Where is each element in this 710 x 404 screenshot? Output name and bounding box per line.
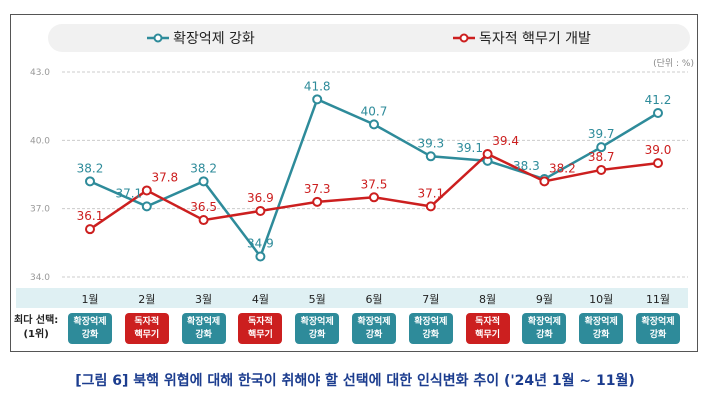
data-label: 37.5 bbox=[361, 177, 388, 191]
y-tick-label: 40.0 bbox=[30, 136, 50, 146]
x-tick-label: 8월 bbox=[479, 293, 496, 306]
data-label: 34.9 bbox=[247, 237, 274, 251]
data-label: 40.7 bbox=[361, 104, 388, 118]
data-point bbox=[425, 151, 436, 162]
data-point bbox=[369, 192, 379, 203]
figure-caption: [그림 6] 북핵 위협에 대해 한국이 취해야 할 선택에 대한 인식변화 추… bbox=[75, 373, 635, 389]
data-label: 38.2 bbox=[77, 161, 104, 175]
legend: 확장억제 강화 독자적 핵무기 개발 bbox=[48, 24, 690, 52]
data-point bbox=[482, 149, 493, 159]
x-tick-label: 3월 bbox=[195, 293, 212, 306]
top-choice-badge: 확장억제 강화 bbox=[295, 313, 340, 344]
legend-line-marker-icon bbox=[147, 33, 170, 43]
data-label: 38.3 bbox=[513, 159, 540, 173]
top-choice-label: 최다 선택: (1위) bbox=[14, 315, 59, 340]
data-point bbox=[369, 119, 379, 130]
top-choice-badge: 독자적 핵무기 bbox=[238, 313, 283, 344]
data-point bbox=[312, 196, 323, 207]
x-tick-label: 2월 bbox=[138, 293, 155, 306]
data-label: 39.0 bbox=[645, 143, 672, 157]
legend-label: 독자적 핵무기 개발 bbox=[478, 31, 591, 47]
data-label: 39.7 bbox=[588, 127, 615, 141]
data-label: 37.8 bbox=[151, 170, 178, 184]
data-label: 39.1 bbox=[456, 141, 483, 155]
legend-item-2: 독자적 핵무기 개발 bbox=[452, 28, 591, 48]
top-choice-badge: 확장억제 강화 bbox=[522, 313, 567, 344]
top-choice-badge: 확장억제 강화 bbox=[579, 313, 624, 344]
x-tick-label: 5월 bbox=[309, 293, 326, 306]
top-choice-badge: 확장억제 강화 bbox=[181, 313, 226, 344]
legend-line-marker-icon bbox=[452, 33, 475, 43]
legend-label: 확장억제 강화 bbox=[173, 31, 255, 47]
data-point bbox=[255, 251, 266, 262]
data-label: 38.7 bbox=[588, 150, 615, 164]
month-band bbox=[16, 288, 688, 308]
top-choice-badge: 독자적 핵무기 bbox=[124, 313, 169, 344]
x-tick-label: 9월 bbox=[536, 293, 553, 306]
data-label: 38.2 bbox=[190, 161, 217, 175]
unit-label: (단위 : %) bbox=[653, 59, 694, 69]
data-point bbox=[141, 201, 152, 212]
data-label: 41.2 bbox=[645, 93, 672, 107]
data-point bbox=[653, 158, 663, 169]
y-tick-label: 34.0 bbox=[30, 273, 50, 283]
x-tick-label: 7월 bbox=[422, 293, 439, 306]
data-point bbox=[198, 176, 209, 187]
data-point bbox=[198, 215, 209, 226]
top-choice-badge: 확장억제 강화 bbox=[636, 313, 680, 344]
data-label: 41.8 bbox=[304, 79, 331, 93]
x-tick-label: 11월 bbox=[646, 293, 670, 306]
legend-item-1: 확장억제 강화 bbox=[147, 28, 255, 48]
data-label: 38.2 bbox=[549, 161, 576, 175]
top-choice-badge: 확장억제 강화 bbox=[68, 313, 112, 344]
data-label: 39.4 bbox=[492, 134, 519, 148]
data-label: 37.1 bbox=[417, 186, 444, 200]
data-point bbox=[539, 176, 550, 187]
top-choice-badge: 확장억제 강화 bbox=[408, 313, 453, 344]
data-label: 36.9 bbox=[247, 191, 274, 205]
x-tick-label: 6월 bbox=[365, 293, 382, 306]
top-choice-badge: 독자적 핵무기 bbox=[465, 313, 510, 344]
data-point bbox=[255, 205, 266, 216]
data-point bbox=[85, 176, 95, 187]
data-label: 37.1 bbox=[115, 186, 142, 200]
data-point bbox=[425, 201, 436, 212]
x-tick-label: 10월 bbox=[589, 293, 613, 306]
x-tick-label: 4월 bbox=[252, 293, 269, 306]
data-label: 36.5 bbox=[190, 200, 217, 214]
top-choice-badge: 확장억제 강화 bbox=[352, 313, 396, 344]
data-label: 36.1 bbox=[77, 209, 104, 223]
y-tick-label: 43.0 bbox=[30, 68, 50, 78]
data-point bbox=[312, 94, 323, 105]
data-label: 37.3 bbox=[304, 182, 331, 196]
data-label: 39.3 bbox=[417, 136, 444, 150]
x-tick-label: 1월 bbox=[81, 293, 98, 306]
data-point bbox=[596, 142, 607, 153]
data-point bbox=[141, 185, 152, 196]
data-point bbox=[596, 164, 607, 175]
data-point bbox=[653, 108, 663, 118]
data-point bbox=[85, 224, 95, 235]
y-tick-label: 37.0 bbox=[30, 205, 50, 215]
